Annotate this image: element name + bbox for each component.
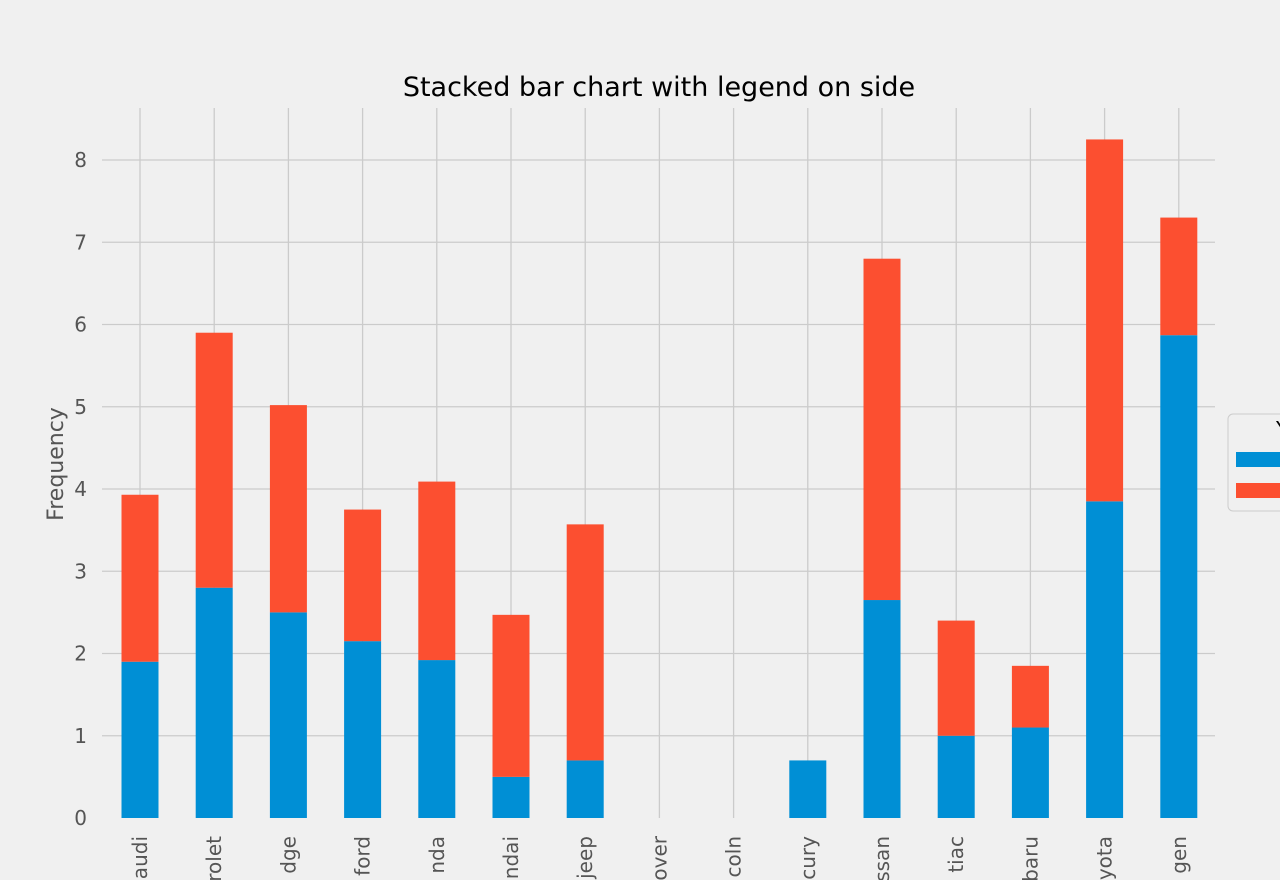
x-tick-label: gen <box>1167 836 1191 874</box>
x-tick-label: ndai <box>499 836 523 879</box>
y-tick-label: 2 <box>74 642 87 666</box>
bar-dge-series-1 <box>269 612 307 818</box>
bar-baru-series-2 <box>1011 665 1049 728</box>
y-tick-label: 3 <box>74 559 87 583</box>
bar-ndai-series-1 <box>492 776 530 818</box>
bar-ssan-series-1 <box>863 600 901 818</box>
bar-cury-series-1 <box>789 760 827 818</box>
x-tick-label: rolet <box>202 836 226 880</box>
x-tick-label: ford <box>351 836 375 876</box>
bars <box>121 139 1198 818</box>
bar-gen-series-2 <box>1160 217 1198 336</box>
bar-ssan-series-2 <box>863 258 901 601</box>
x-tick-label: yota <box>1093 836 1117 880</box>
x-tick-label: nda <box>425 836 449 874</box>
legend-swatch-series-2 <box>1236 483 1280 498</box>
bar-jeep-series-1 <box>566 760 604 818</box>
y-tick-label: 7 <box>74 230 87 254</box>
x-tick-label: baru <box>1018 836 1042 880</box>
legend-title: Y <box>1275 417 1280 441</box>
bar-dge-series-2 <box>269 405 307 613</box>
bar-nda-series-1 <box>418 660 456 818</box>
x-tick-label: audi <box>128 836 152 879</box>
bar-audi-series-2 <box>121 494 159 662</box>
y-axis-ticks: 0 1 2 3 4 5 6 7 8 <box>74 148 87 830</box>
bar-tiac-series-2 <box>937 620 975 736</box>
y-tick-label: 6 <box>74 313 87 337</box>
y-axis-label: Frequency <box>44 407 69 521</box>
bar-baru-series-1 <box>1011 727 1049 818</box>
y-tick-label: 0 <box>74 806 87 830</box>
bar-rolet-series-2 <box>195 332 233 588</box>
bar-ford-series-1 <box>344 641 382 818</box>
x-tick-label: coln <box>722 836 746 877</box>
x-tick-label: tiac <box>944 836 968 873</box>
x-tick-label: over <box>647 835 671 880</box>
bar-ndai-series-2 <box>492 614 530 777</box>
bar-yota-series-2 <box>1086 139 1124 502</box>
bar-tiac-series-1 <box>937 735 975 818</box>
bar-ford-series-2 <box>344 509 382 642</box>
bar-rolet-series-1 <box>195 587 233 818</box>
x-tick-label: dge <box>276 836 300 874</box>
x-tick-label: jeep <box>573 836 597 880</box>
bar-audi-series-1 <box>121 661 159 818</box>
x-axis-ticks: audi rolet dge ford nda ndai jeep over coln cury s… <box>128 835 1191 880</box>
legend: Y <box>1227 413 1280 512</box>
y-tick-label: 5 <box>74 395 87 419</box>
bar-jeep-series-2 <box>566 524 604 761</box>
bar-gen-series-1 <box>1160 335 1198 818</box>
y-tick-label: 8 <box>74 148 87 172</box>
bar-nda-series-2 <box>418 481 456 661</box>
x-tick-label: cury <box>796 836 820 880</box>
chart-title: Stacked bar chart with legend on side <box>403 72 915 103</box>
y-tick-label: 1 <box>74 724 87 748</box>
bar-yota-series-1 <box>1086 501 1124 818</box>
legend-swatch-series-1 <box>1236 452 1280 467</box>
y-tick-label: 4 <box>74 477 87 501</box>
x-tick-label: ssan <box>870 836 894 880</box>
